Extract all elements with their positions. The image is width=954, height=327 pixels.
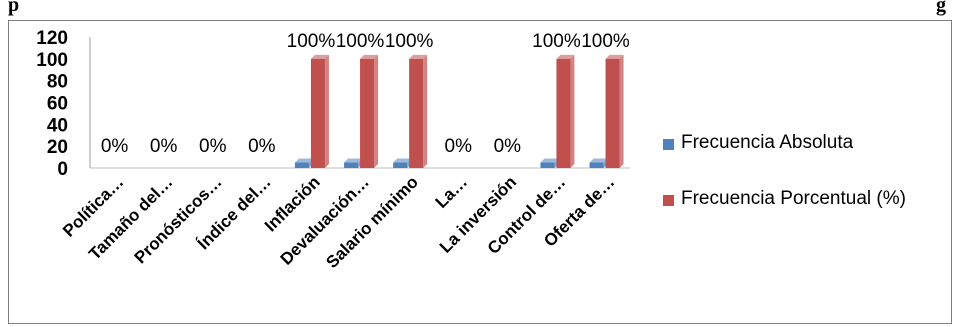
legend-swatch-red xyxy=(663,195,674,206)
x-tick-label: Devaluación… xyxy=(277,172,373,268)
data-label: 0% xyxy=(248,136,276,157)
page-header-fragment: p g xyxy=(0,0,954,20)
data-label: 100% xyxy=(385,31,434,52)
data-label: 100% xyxy=(532,31,581,52)
data-label: 0% xyxy=(101,136,129,157)
x-tick-label: Salario mínimo xyxy=(322,172,422,272)
x-tick-label: La… xyxy=(432,172,471,211)
bar-porcentual xyxy=(310,54,329,169)
y-tick-label: 120 xyxy=(36,28,68,49)
data-label: 100% xyxy=(581,31,630,52)
chart-frame xyxy=(8,20,952,324)
y-tick-label: 100 xyxy=(36,50,68,71)
data-label: 100% xyxy=(336,31,385,52)
bar-porcentual xyxy=(605,54,624,169)
legend-label-porcentual: Frecuencia Porcentual (%) xyxy=(681,188,906,209)
data-label: 100% xyxy=(287,31,336,52)
legend-swatch-blue xyxy=(663,139,674,150)
bar-porcentual xyxy=(556,54,575,169)
bar-absoluta xyxy=(294,158,313,168)
data-label: 0% xyxy=(494,136,522,157)
x-tick-label: Pronósticos… xyxy=(131,172,226,267)
y-tick-label: 80 xyxy=(47,72,68,93)
header-fragment-right: g xyxy=(936,0,946,16)
header-fragment-left: p xyxy=(8,0,20,16)
bar-absoluta xyxy=(589,158,608,168)
data-labels: 0% 0% 0% 0%100% 100% 100%0% 0%100% 100% xyxy=(101,31,630,157)
data-label: 0% xyxy=(150,136,178,157)
y-tick-label: 20 xyxy=(47,137,68,158)
bar-absoluta xyxy=(344,158,363,168)
legend-label-absoluta: Frecuencia Absoluta xyxy=(681,132,854,153)
bar-porcentual xyxy=(409,54,428,169)
bar-absoluta xyxy=(393,158,412,168)
bars xyxy=(294,54,624,169)
x-axis-labels: Política…Tamaño del…Pronósticos…Índice d… xyxy=(59,172,618,272)
y-tick-label: 40 xyxy=(47,115,68,136)
y-tick-label: 60 xyxy=(47,94,68,115)
bar-absoluta xyxy=(540,158,559,168)
x-tick-label: Tamaño del… xyxy=(85,172,176,263)
data-label: 0% xyxy=(445,136,473,157)
data-label: 0% xyxy=(199,136,227,157)
bar-porcentual xyxy=(360,54,379,169)
y-tick-label: 0 xyxy=(57,159,68,180)
